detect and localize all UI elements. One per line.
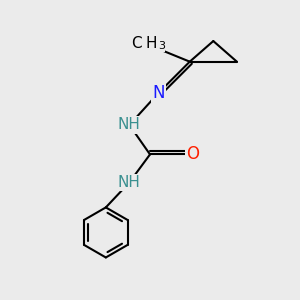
Text: O: O bbox=[186, 146, 199, 164]
Text: NH: NH bbox=[118, 118, 141, 133]
Text: C: C bbox=[131, 36, 142, 51]
Text: NH: NH bbox=[118, 175, 141, 190]
Text: N: N bbox=[153, 84, 165, 102]
Text: H: H bbox=[146, 36, 157, 51]
Text: 3: 3 bbox=[158, 41, 165, 51]
